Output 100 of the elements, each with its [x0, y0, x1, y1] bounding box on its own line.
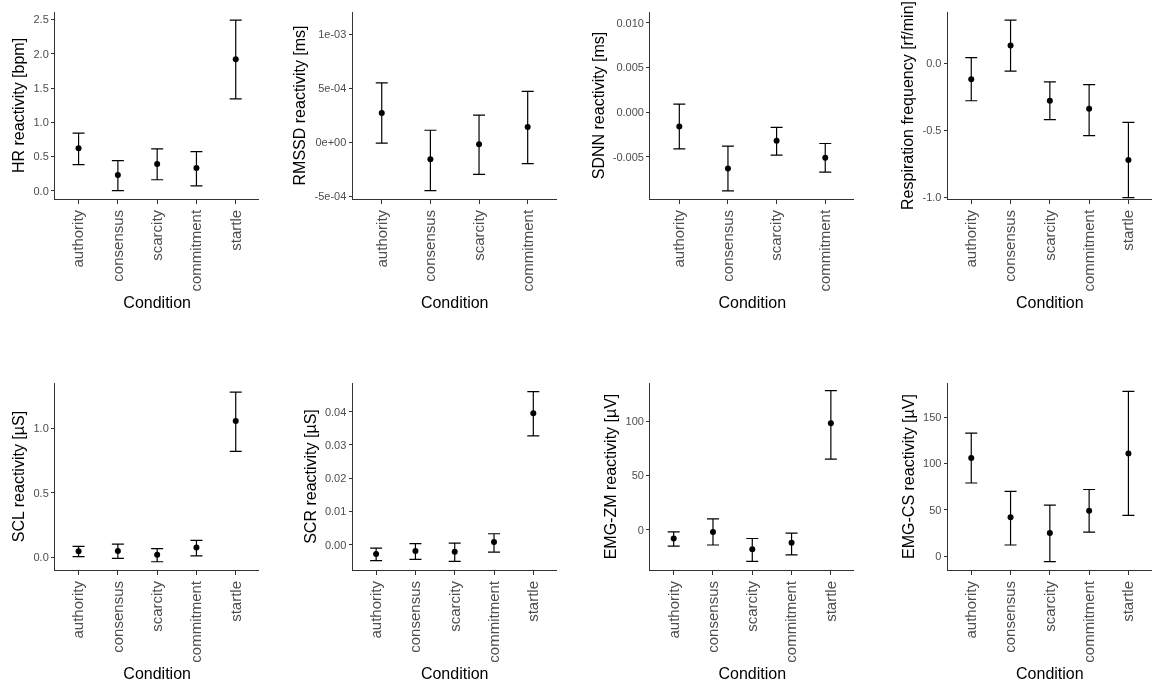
y-tick-label: 0.03: [324, 438, 347, 451]
x-tick-label: scarcity: [743, 580, 761, 632]
point: [427, 156, 434, 163]
x-tick-label: startle: [821, 581, 839, 622]
y-tick-label: 0.00: [324, 538, 347, 551]
x-tick-label: consensus: [703, 581, 721, 653]
point: [114, 171, 121, 178]
y-tick-label: 100: [625, 414, 644, 427]
y-tick-label: 1.0: [33, 422, 49, 435]
y-tick-label: -0.5: [922, 124, 942, 137]
x-tick-label: scarcity: [469, 209, 487, 261]
x-tick-label: authority: [372, 209, 390, 268]
point: [968, 455, 975, 462]
y-tick-label: 0.000: [616, 106, 644, 119]
point: [1007, 42, 1014, 49]
x-tick-label: consensus: [718, 209, 736, 282]
y-axis-title: SCL reactivity [µS]: [10, 410, 28, 543]
x-axis-title: Condition: [1016, 665, 1084, 683]
x-axis-title: Condition: [420, 294, 489, 312]
point: [773, 137, 780, 144]
point: [75, 145, 82, 152]
x-tick-label: commitment: [1080, 209, 1098, 292]
point: [827, 420, 834, 427]
point: [788, 539, 795, 546]
y-tick-label: 0.5: [33, 150, 49, 163]
point: [378, 110, 385, 117]
y-tick-label: 5e-04: [318, 82, 347, 95]
y-tick-label: 0: [935, 549, 942, 562]
x-axis-title: Condition: [1016, 294, 1084, 312]
x-tick-label: authority: [69, 209, 87, 268]
x-tick-label: commitment: [187, 580, 205, 663]
x-tick-label: commitment: [782, 580, 800, 663]
y-axis-title: EMG-ZM reactivity [µV]: [602, 393, 620, 560]
x-tick-label: scarcity: [1040, 209, 1058, 261]
y-tick-label: 50: [929, 503, 942, 516]
point: [1007, 514, 1014, 521]
x-tick-label: consensus: [406, 581, 424, 653]
x-axis-title: Condition: [123, 665, 191, 683]
y-tick-label: 0.02: [324, 472, 347, 485]
point: [749, 546, 756, 553]
x-tick-label: startle: [226, 209, 244, 251]
point: [1086, 105, 1093, 112]
y-tick-label: 1.0: [33, 116, 49, 129]
x-tick-label: consensus: [421, 209, 439, 282]
x-tick-label: commitment: [187, 209, 205, 292]
y-tick-label: 1e-03: [318, 28, 347, 41]
x-tick-label: consensus: [1001, 209, 1019, 282]
y-tick-label: 0: [637, 523, 644, 536]
point: [676, 123, 683, 130]
x-tick-label: authority: [962, 209, 980, 268]
point: [476, 141, 483, 148]
x-tick-label: authority: [367, 580, 385, 639]
x-tick-label: authority: [670, 209, 688, 268]
x-tick-label: scarcity: [1040, 580, 1058, 632]
x-tick-label: scarcity: [445, 580, 463, 632]
y-tick-label: 0e+00: [315, 135, 347, 148]
x-tick-label: authority: [664, 580, 682, 639]
x-tick-label: startle: [524, 581, 542, 622]
point: [1125, 450, 1132, 457]
y-tick-label: 0.04: [324, 405, 347, 418]
y-tick-label: 2.0: [33, 47, 49, 60]
point: [1086, 507, 1093, 514]
x-axis-title: Condition: [718, 294, 787, 312]
point: [193, 165, 200, 172]
y-tick-label: 0.005: [616, 61, 644, 74]
y-tick-label: -0.005: [612, 150, 644, 163]
y-tick-label: 0.0: [33, 550, 49, 563]
y-tick-label: 0.01: [324, 505, 347, 518]
y-tick-label: 0.0: [926, 56, 942, 69]
y-tick-label: 2.5: [33, 13, 49, 26]
y-tick-label: 100: [923, 457, 942, 470]
x-tick-label: startle: [1119, 209, 1137, 251]
x-tick-label: consensus: [1001, 581, 1019, 653]
x-tick-label: authority: [69, 580, 87, 639]
y-axis-title: EMG-CS reactivity [µV]: [900, 394, 918, 559]
x-axis-title: Condition: [420, 665, 489, 683]
y-tick-label: -5e-04: [314, 189, 347, 202]
x-axis-title: Condition: [718, 665, 787, 683]
point: [154, 161, 161, 168]
x-tick-label: commitment: [518, 209, 536, 292]
point: [968, 76, 975, 83]
y-axis-title: RMSSD reactivity [ms]: [291, 25, 309, 186]
y-tick-label: 0.5: [33, 486, 49, 499]
point: [232, 56, 239, 63]
x-tick-label: consensus: [108, 209, 126, 282]
y-tick-label: 1.5: [33, 81, 49, 94]
point: [1046, 97, 1053, 104]
y-tick-label: 0.010: [616, 16, 644, 29]
x-tick-label: startle: [1119, 581, 1137, 622]
y-tick-label: 150: [923, 411, 942, 424]
y-tick-label: -1.0: [922, 191, 942, 204]
x-tick-label: scarcity: [148, 580, 166, 632]
y-tick-label: 50: [631, 469, 644, 482]
x-tick-label: consensus: [108, 581, 126, 653]
point: [1046, 529, 1053, 536]
x-tick-label: scarcity: [148, 209, 166, 261]
y-axis-title: HR reactivity [bpm]: [10, 37, 28, 174]
x-tick-label: scarcity: [767, 209, 785, 261]
x-tick-label: commitment: [484, 580, 502, 663]
y-tick-label: 0.0: [33, 184, 49, 197]
